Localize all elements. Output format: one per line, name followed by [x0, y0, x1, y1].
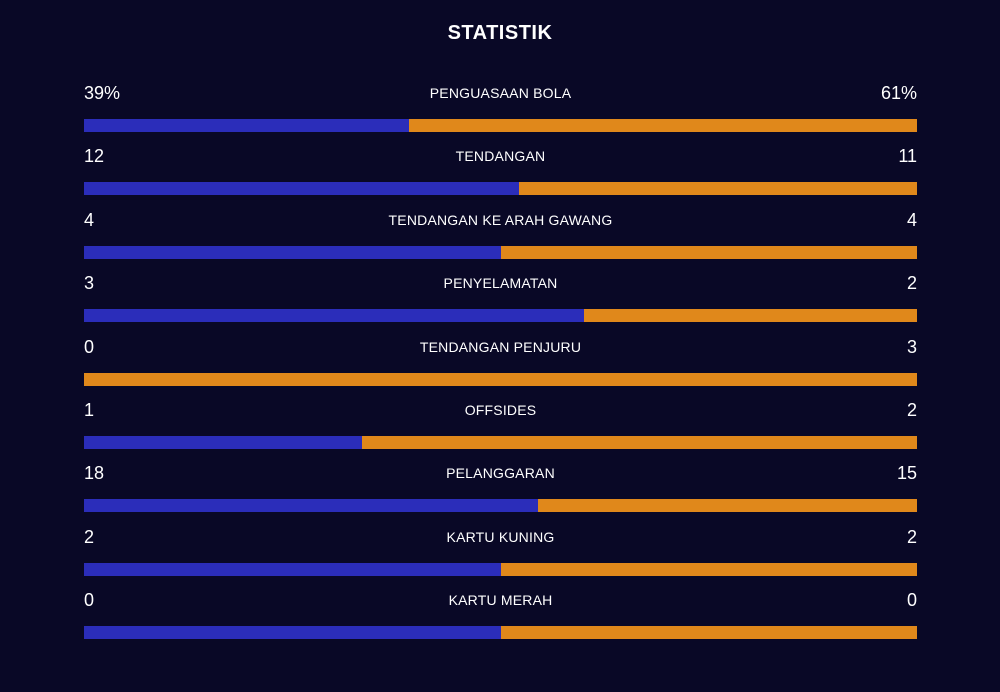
home-value: 2: [84, 526, 95, 547]
away-bar-segment: [538, 499, 917, 513]
away-bar-segment: [500, 245, 917, 259]
stat-bar: [84, 435, 917, 449]
stat-bar: [84, 626, 917, 640]
away-value: 4: [906, 209, 917, 230]
stat-bar: [84, 562, 917, 576]
home-bar-segment: [84, 562, 501, 576]
home-value: 18: [84, 463, 105, 484]
away-value: 61%: [880, 83, 917, 103]
stat-row-corners: 0 TENDANGAN PENJURU 3: [84, 335, 917, 398]
stat-bar: [84, 182, 917, 196]
home-value: 3: [84, 273, 95, 294]
home-bar-segment: [84, 245, 501, 259]
stat-row-saves: 3 PENYELAMATAN 2: [84, 271, 917, 334]
away-value: 2: [906, 526, 917, 547]
away-value: 2: [906, 273, 917, 294]
stat-bar: [84, 245, 917, 259]
page-title: STATISTIK: [447, 22, 553, 44]
stat-row-shots: 12 TENDANGAN 11: [84, 144, 917, 207]
stat-bar: [84, 309, 917, 323]
away-bar-segment: [84, 372, 917, 386]
stat-name: KARTU MERAH: [448, 592, 553, 609]
away-value: 0: [906, 590, 917, 611]
stat-bar: [84, 372, 917, 386]
away-bar-segment: [500, 626, 917, 640]
stat-name: PELANGGARAN: [446, 465, 555, 482]
home-value: 0: [84, 336, 95, 357]
away-bar-segment: [518, 182, 917, 196]
stat-row-shots-on-target: 4 TENDANGAN KE ARAH GAWANG 4: [84, 208, 917, 271]
stat-bar: [84, 499, 917, 513]
away-value: 11: [898, 146, 917, 167]
home-value: 1: [84, 399, 95, 420]
stat-row-fouls: 18 PELANGGARAN 15: [84, 461, 917, 524]
stat-name: TENDANGAN: [455, 148, 546, 165]
stat-name: KARTU KUNING: [446, 528, 555, 545]
stat-row-possession: 39% PENGUASAAN BOLA 61%: [84, 81, 917, 144]
stat-row-offsides: 1 OFFSIDES 2: [84, 398, 917, 461]
home-bar-segment: [84, 626, 501, 640]
home-value: 0: [84, 590, 95, 611]
away-bar-segment: [500, 562, 917, 576]
home-value: 12: [84, 146, 105, 167]
stat-row-red-cards: 0 KARTU MERAH 0: [84, 588, 917, 651]
away-value: 2: [906, 399, 917, 420]
away-bar-segment: [583, 309, 917, 323]
home-bar-segment: [84, 499, 539, 513]
stat-name: TENDANGAN KE ARAH GAWANG: [388, 211, 613, 228]
home-value: 39%: [84, 83, 121, 103]
away-value: 3: [906, 336, 917, 357]
stat-name: PENYELAMATAN: [443, 275, 558, 292]
home-bar-segment: [84, 435, 362, 449]
away-bar-segment: [361, 435, 917, 449]
stat-name: PENGUASAAN BOLA: [429, 85, 572, 101]
away-bar-segment: [408, 119, 917, 132]
home-bar-segment: [84, 182, 519, 196]
home-bar-segment: [84, 119, 409, 132]
stat-row-yellow-cards: 2 KARTU KUNING 2: [84, 525, 917, 588]
home-bar-segment: [84, 309, 584, 323]
stat-name: TENDANGAN PENJURU: [419, 338, 582, 355]
stat-bar: [84, 119, 917, 132]
home-value: 4: [84, 209, 95, 230]
stat-name: OFFSIDES: [464, 401, 537, 418]
stats-list: 39% PENGUASAAN BOLA 61% 12 TENDANGAN 11: [84, 81, 917, 652]
away-value: 15: [896, 463, 917, 484]
